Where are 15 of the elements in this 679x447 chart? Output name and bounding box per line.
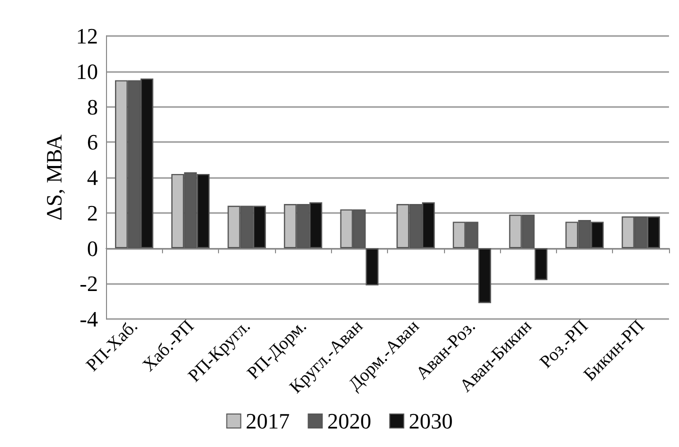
y-tick-label: 6	[87, 130, 98, 155]
bar	[366, 248, 378, 286]
legend-label: 2020	[327, 408, 372, 434]
y-tick-label: 4	[87, 165, 98, 190]
y-tick-label: 12	[76, 24, 98, 48]
y-tick-label: -2	[80, 271, 98, 296]
y-tick-label: 10	[76, 58, 98, 84]
legend-label: 2017	[246, 408, 290, 434]
y-axis-title: ΔS, МВА	[42, 134, 67, 221]
bar	[534, 248, 548, 280]
legend-label: 2030	[408, 408, 453, 434]
bar	[478, 248, 492, 304]
y-tick-label: 0	[87, 236, 98, 261]
y-tick-label: 2	[87, 200, 98, 226]
y-tick-label: 8	[87, 94, 98, 120]
